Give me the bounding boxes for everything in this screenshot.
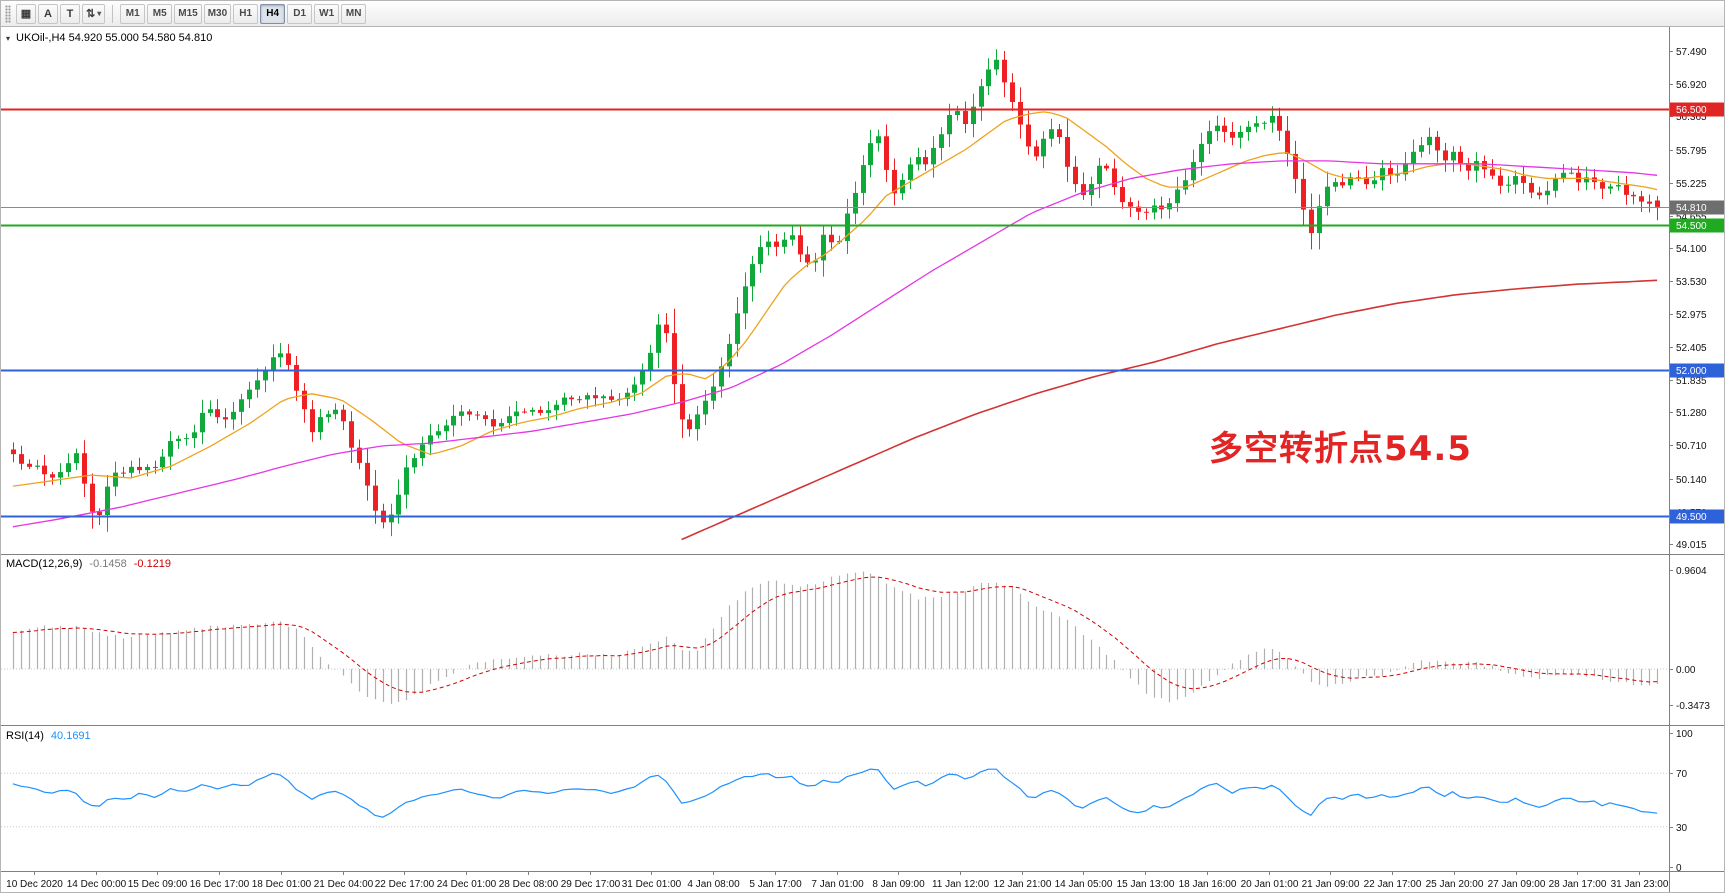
arrows-icon: ⇅: [86, 8, 96, 20]
svg-text:14 Dec 00:00: 14 Dec 00:00: [67, 879, 127, 890]
svg-text:24 Dec 01:00: 24 Dec 01:00: [437, 879, 497, 890]
price-badge-54.810: 54.810: [1670, 200, 1724, 215]
svg-text:21 Dec 04:00: 21 Dec 04:00: [314, 879, 374, 890]
svg-text:54.500: 54.500: [1676, 221, 1707, 232]
svg-text:5 Jan 17:00: 5 Jan 17:00: [749, 879, 802, 890]
svg-text:21 Jan 09:00: 21 Jan 09:00: [1302, 879, 1360, 890]
svg-text:16 Dec 17:00: 16 Dec 17:00: [190, 879, 250, 890]
text-label-tool-button[interactable]: T: [60, 3, 80, 24]
text-tool-button[interactable]: A: [38, 3, 58, 24]
price-badge-52.000: 52.000: [1670, 363, 1724, 378]
svg-text:56.920: 56.920: [1676, 80, 1707, 91]
timeframe-m1-button[interactable]: M1: [120, 3, 146, 24]
svg-text:15 Dec 09:00: 15 Dec 09:00: [128, 879, 188, 890]
svg-text:51.835: 51.835: [1676, 376, 1707, 387]
candles-layer: [11, 49, 1660, 541]
svg-text:49.015: 49.015: [1676, 540, 1707, 551]
svg-text:57.490: 57.490: [1676, 47, 1707, 58]
svg-text:27 Jan 09:00: 27 Jan 09:00: [1488, 879, 1546, 890]
svg-text:52.975: 52.975: [1676, 310, 1707, 321]
svg-text:55.225: 55.225: [1676, 179, 1707, 190]
svg-text:50.140: 50.140: [1676, 475, 1707, 486]
svg-text:11 Jan 12:00: 11 Jan 12:00: [932, 879, 990, 890]
svg-text:31 Dec 01:00: 31 Dec 01:00: [622, 879, 682, 890]
svg-text:0.9604: 0.9604: [1676, 566, 1707, 577]
svg-text:31 Jan 23:00: 31 Jan 23:00: [1611, 879, 1669, 890]
price-badge-56.500: 56.500: [1670, 102, 1724, 117]
svg-text:52.000: 52.000: [1676, 366, 1707, 377]
svg-text:22 Jan 17:00: 22 Jan 17:00: [1364, 879, 1422, 890]
toolbar-drag-handle[interactable]: [5, 4, 11, 23]
svg-text:56.365: 56.365: [1676, 112, 1707, 123]
timeframe-h1-button[interactable]: H1: [233, 3, 259, 24]
svg-text:0: 0: [1676, 863, 1682, 874]
svg-text:28 Jan 17:00: 28 Jan 17:00: [1549, 879, 1607, 890]
timeframe-m5-button[interactable]: M5: [147, 3, 173, 24]
timeframe-w1-button[interactable]: W1: [314, 3, 340, 24]
svg-text:4 Jan 08:00: 4 Jan 08:00: [687, 879, 740, 890]
svg-text:18 Jan 16:00: 18 Jan 16:00: [1179, 879, 1237, 890]
price-badge-49.500: 49.500: [1670, 509, 1724, 524]
svg-text:51.280: 51.280: [1676, 408, 1707, 419]
svg-text:0.00: 0.00: [1676, 665, 1696, 676]
svg-text:29 Dec 17:00: 29 Dec 17:00: [561, 879, 621, 890]
rsi-layer: [1, 768, 1669, 828]
svg-text:50.710: 50.710: [1676, 441, 1707, 452]
arrows-tool-button[interactable]: ⇅ ▾: [82, 3, 106, 24]
price-axis[interactable]: 57.490 56.920 56.365 55.795 55.225 54.655 54.1…: [1669, 47, 1724, 874]
dropdown-caret-icon: ▾: [97, 9, 102, 18]
svg-text:22 Dec 17:00: 22 Dec 17:00: [375, 879, 435, 890]
time-axis[interactable]: 10 Dec 2020 14 Dec 00:00 15 Dec 09:00 16 De…: [6, 871, 1669, 890]
svg-text:70: 70: [1676, 769, 1688, 780]
svg-text:54.655: 54.655: [1676, 212, 1707, 223]
svg-text:20 Jan 01:00: 20 Jan 01:00: [1241, 879, 1299, 890]
svg-text:15 Jan 13:00: 15 Jan 13:00: [1117, 879, 1175, 890]
svg-text:54.810: 54.810: [1676, 203, 1707, 214]
panel-frame[interactable]: [1, 27, 1725, 893]
svg-text:10 Dec 2020: 10 Dec 2020: [6, 879, 63, 890]
toolbar-separator: [112, 4, 114, 23]
timeframe-m30-button[interactable]: M30: [203, 3, 232, 24]
price-badge-54.500: 54.500: [1670, 218, 1724, 233]
svg-text:12 Jan 21:00: 12 Jan 21:00: [994, 879, 1052, 890]
horizontal-levels-layer[interactable]: [1, 108, 1669, 518]
svg-text:55.795: 55.795: [1676, 146, 1707, 157]
svg-text:30: 30: [1676, 823, 1688, 834]
timeframe-mn-button[interactable]: MN: [341, 3, 367, 24]
svg-text:18 Dec 01:00: 18 Dec 01:00: [252, 879, 312, 890]
chart-area[interactable]: 57.490 56.920 56.365 55.795 55.225 54.655 54.1…: [1, 27, 1725, 893]
tick-grid-icon[interactable]: ▦: [16, 3, 36, 24]
svg-text:14 Jan 05:00: 14 Jan 05:00: [1055, 879, 1113, 890]
svg-text:52.405: 52.405: [1676, 343, 1707, 354]
svg-text:56.500: 56.500: [1676, 105, 1707, 116]
svg-text:54.100: 54.100: [1676, 244, 1707, 255]
timeframe-h4-button[interactable]: H4: [260, 3, 286, 24]
chart-canvas[interactable]: 57.490 56.920 56.365 55.795 55.225 54.655 54.1…: [1, 27, 1725, 893]
svg-text:28 Dec 08:00: 28 Dec 08:00: [499, 879, 559, 890]
toolbar: ▦ A T ⇅ ▾ M1 M5 M15 M30 H1 H4 D1 W1 MN: [1, 1, 1724, 27]
svg-text:7 Jan 01:00: 7 Jan 01:00: [811, 879, 864, 890]
svg-text:25 Jan 20:00: 25 Jan 20:00: [1426, 879, 1484, 890]
svg-text:53.530: 53.530: [1676, 277, 1707, 288]
svg-text:-0.3473: -0.3473: [1676, 701, 1710, 712]
macd-layer: [1, 571, 1669, 704]
svg-text:100: 100: [1676, 729, 1693, 740]
timeframe-m15-button[interactable]: M15: [174, 3, 202, 24]
timeframe-d1-button[interactable]: D1: [287, 3, 313, 24]
svg-text:49.500: 49.500: [1676, 512, 1707, 523]
svg-text:8 Jan 09:00: 8 Jan 09:00: [872, 879, 925, 890]
